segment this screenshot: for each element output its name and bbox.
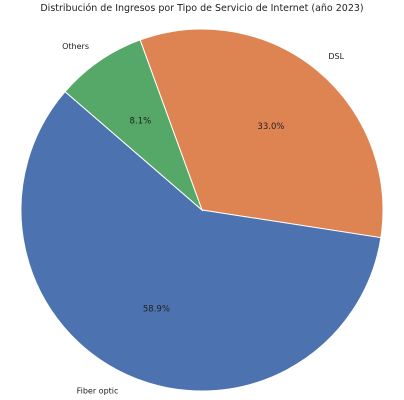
pie-labels: DSL 33.0% Fiber optic 58.9% Others 8.1% [62,42,344,396]
slice-label-fiber-optic: Fiber optic [77,387,119,396]
slice-label-dsl: DSL [328,52,344,61]
pie-slices [20,28,384,392]
slice-percent-fiber-optic: 58.9% [143,305,170,315]
pie-slice-others [64,39,204,212]
slice-label-others: Others [62,42,89,51]
pie-slice-dsl [139,28,384,239]
chart-title: Distribución de Ingresos por Tipo de Ser… [40,3,363,14]
slice-percent-others: 8.1% [130,117,152,127]
pie-slice-fiber-optic [20,90,382,392]
slice-percent-dsl: 33.0% [257,122,284,132]
